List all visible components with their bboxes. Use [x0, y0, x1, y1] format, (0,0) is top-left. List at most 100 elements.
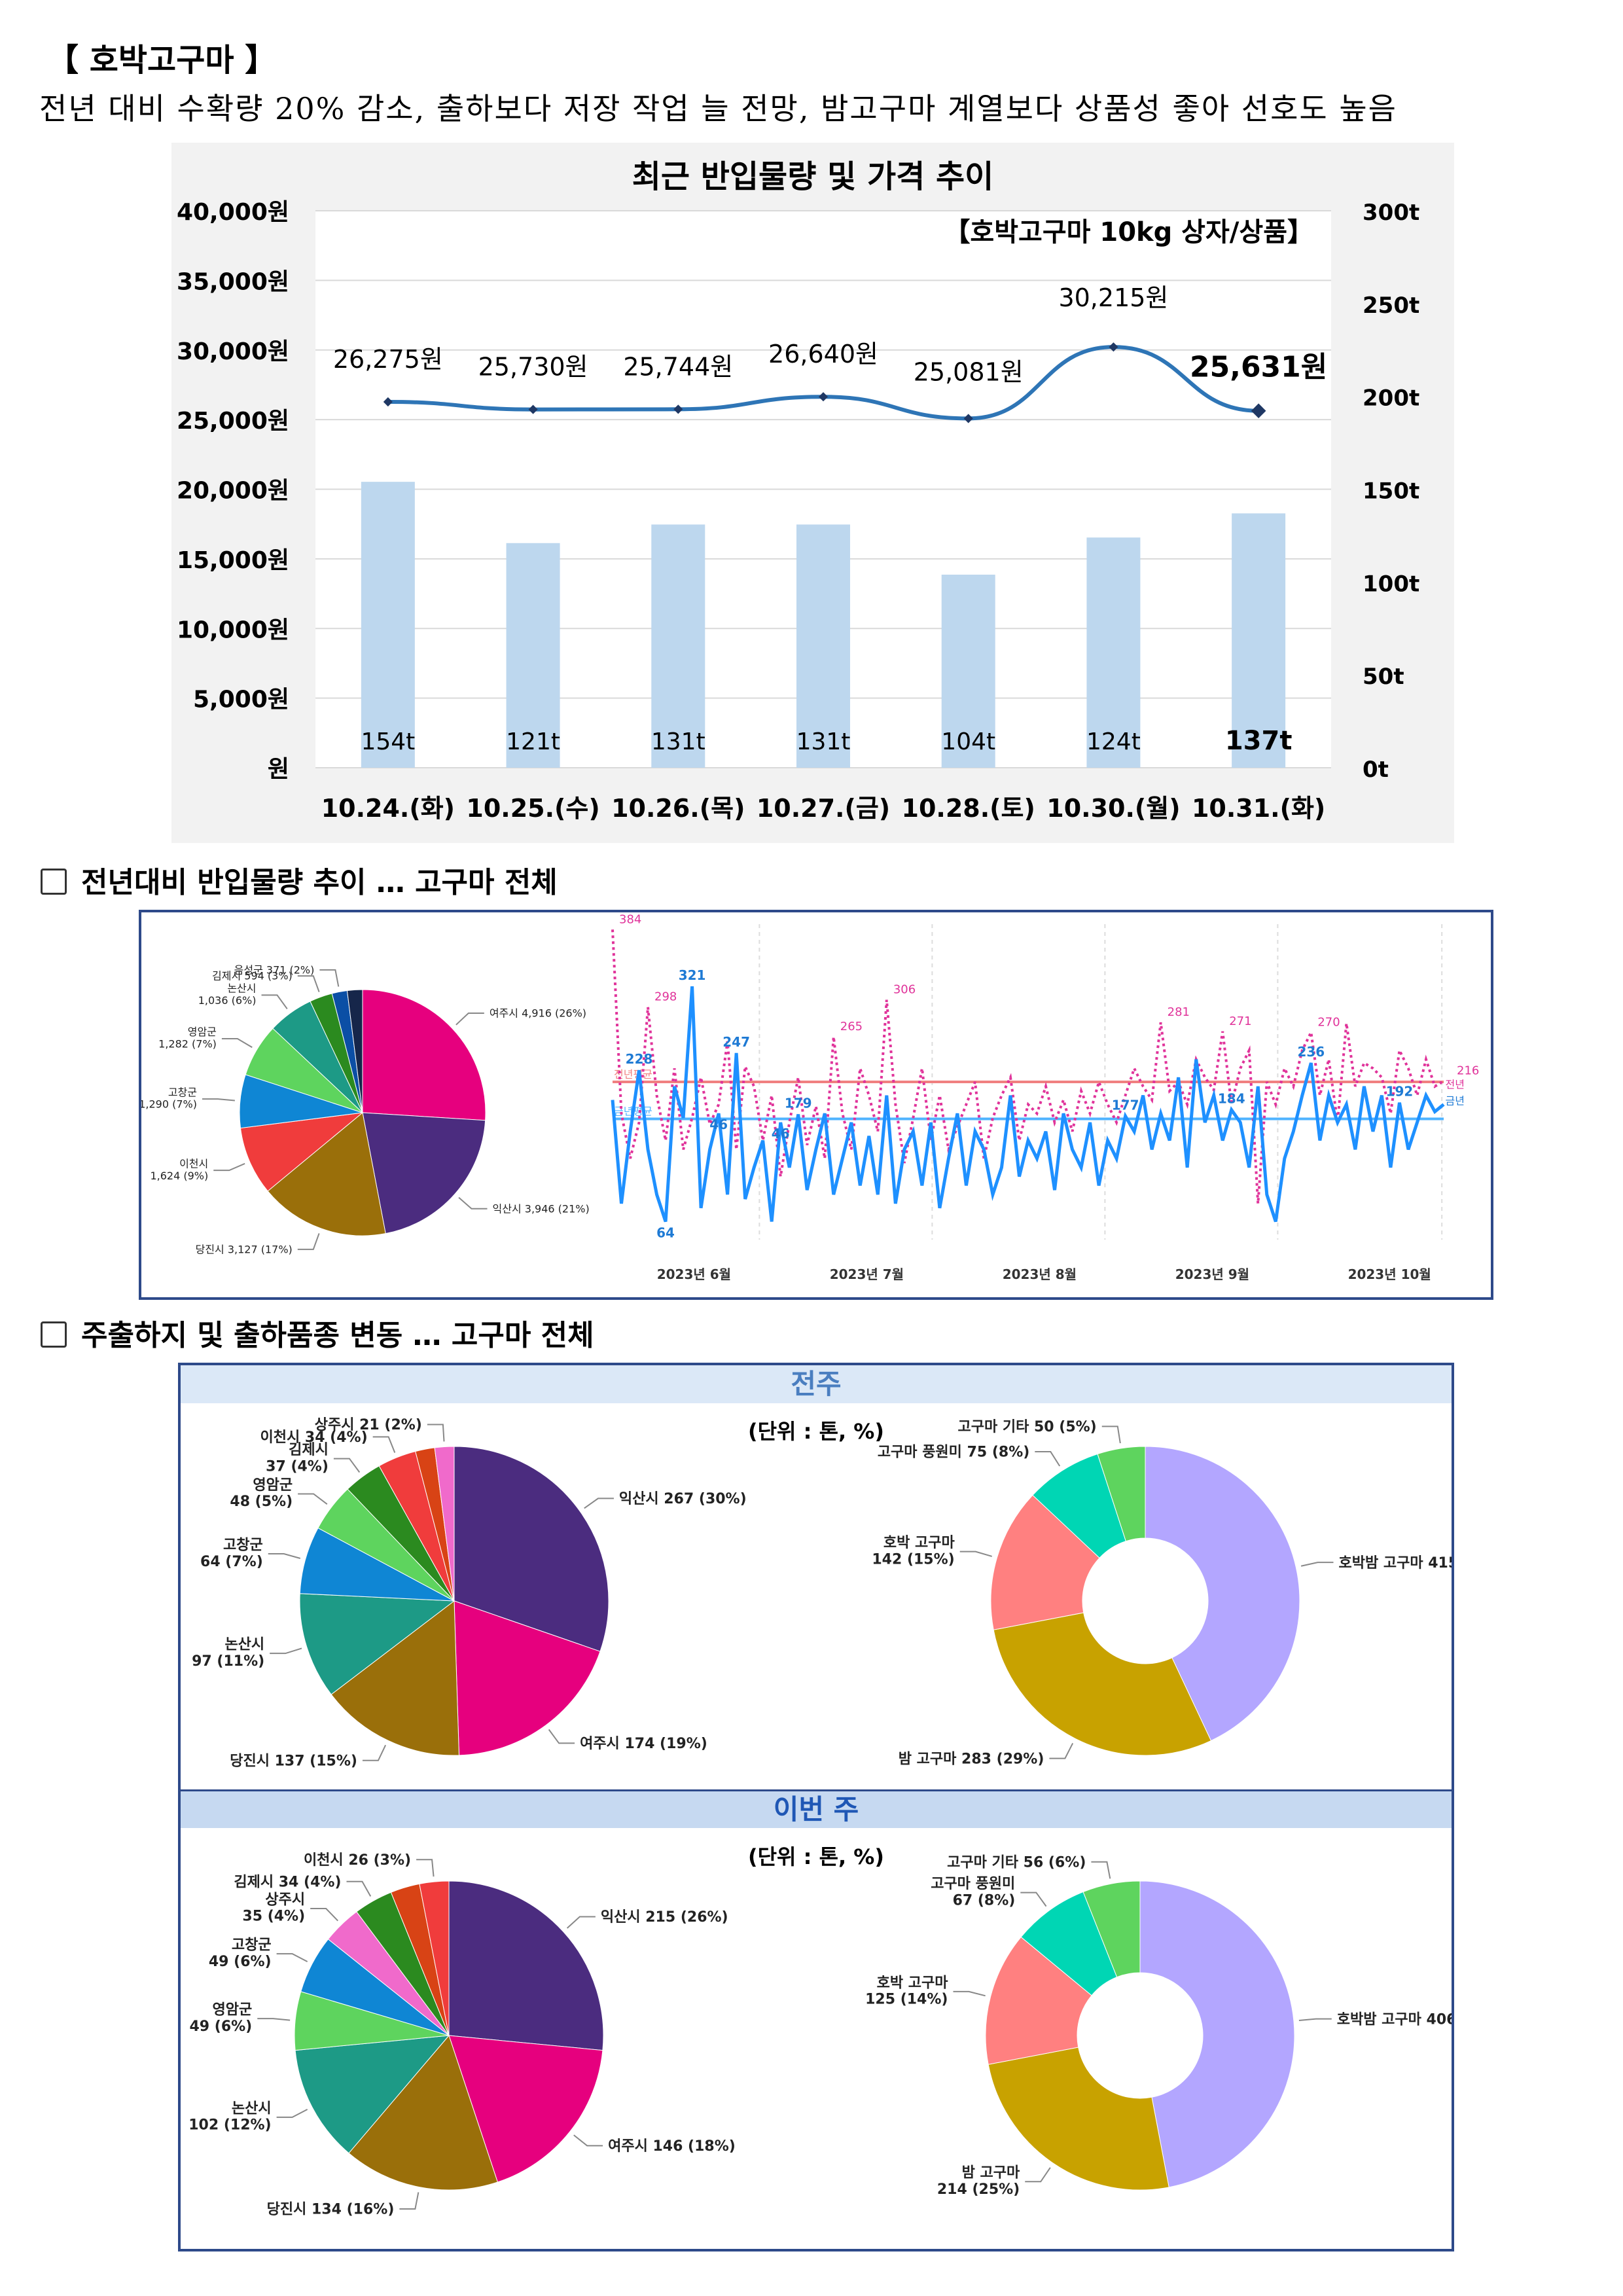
- prev-point-label: 298: [654, 990, 677, 1004]
- leader-line: [310, 1908, 338, 1922]
- pie-label: 논산시 1,036 (6%): [198, 982, 257, 1007]
- yearly-volume-panel: 여주시 4,916 (26%) 익산시 3,946 (21%) 당진시 3,127 …: [139, 910, 1493, 1300]
- curr-point-label: 177: [1112, 1097, 1139, 1113]
- leader-line: [319, 969, 340, 987]
- pie-label: 여주시 174 (19%): [580, 1736, 707, 1752]
- shipment-origin-variety-panel: 전주 이번 주 (단위 : 톤, %) (단위 : 톤, %) 익산시 267 …: [178, 1363, 1454, 2251]
- leader-line: [953, 1990, 986, 1997]
- volume-bar: [941, 574, 995, 768]
- legend-curr: 금년: [1446, 1094, 1465, 1107]
- x-tick-label: 10.28.(토): [902, 794, 1035, 823]
- pie-slice: [1082, 1880, 1141, 1978]
- this-week-unit: (단위 : 톤, %): [747, 1844, 884, 1869]
- pie-label: 고구마 풍원미 75 (8%): [878, 1444, 1030, 1461]
- prev-point-label: 384: [619, 912, 641, 926]
- pie-label: 고창군 49 (6%): [209, 1937, 272, 1970]
- price-label: 30,215원: [1058, 283, 1168, 312]
- pie-slice: [419, 1880, 450, 2036]
- leader-line: [257, 2018, 291, 2021]
- pie-slice: [362, 989, 486, 1121]
- leader-line: [213, 1162, 245, 1172]
- pie-slice: [993, 1612, 1212, 1756]
- pie-slice: [1139, 1880, 1295, 2188]
- y-right-tick-label: 200t: [1363, 386, 1419, 412]
- pie-label: 익산시 267 (30%): [619, 1491, 747, 1507]
- pie-label: 논산시 97 (11%): [192, 1637, 264, 1670]
- price-volume-chart-panel: 최근 반입물량 및 가격 추이 【호박고구마 10kg 상자/상품】 원 5,000원…: [171, 143, 1454, 843]
- pie-label: 상주시 21 (2%): [315, 1417, 422, 1433]
- pie-slice: [362, 1112, 486, 1234]
- y-right-tick-label: 250t: [1363, 293, 1419, 319]
- pie-label: 익산시 215 (26%): [601, 1909, 728, 1926]
- leader-line: [298, 1493, 328, 1505]
- pie-label: 김제시 34 (4%): [234, 1874, 341, 1890]
- leader-line: [362, 1744, 387, 1761]
- bar-label: 154t: [361, 728, 415, 755]
- y-left-tick-label: 25,000원: [177, 408, 289, 435]
- price-label: 25,631원: [1190, 351, 1327, 384]
- curr-point-label: 236: [1297, 1044, 1325, 1060]
- pie-label: 논산시 102 (12%): [188, 2100, 271, 2133]
- leader-line: [221, 1037, 253, 1049]
- volume-bar: [1232, 513, 1286, 768]
- leader-line: [548, 1729, 575, 1744]
- leader-line: [297, 1233, 320, 1250]
- section3-title-text: 주출하지 및 출하품종 변동 … 고구마 전체: [81, 1319, 594, 1352]
- pie-label: 김제시 37 (4%): [266, 1442, 329, 1475]
- leader-line: [261, 994, 288, 1010]
- leader-line: [584, 1498, 614, 1509]
- pie-label: 김제시 594 (3%): [212, 970, 293, 982]
- legend-prev: 전년: [1446, 1079, 1465, 1091]
- leader-line: [416, 1859, 435, 1877]
- y-right-tick-label: 300t: [1363, 200, 1419, 226]
- x-tick-label: 10.26.(목): [611, 794, 745, 823]
- curr-point-label: 184: [1218, 1091, 1245, 1107]
- pie-label: 상주시 35 (4%): [242, 1892, 305, 1924]
- x-tick-label: 2023년 6월: [657, 1266, 731, 1282]
- prev-year-line: [611, 929, 1445, 1204]
- pie-label: 밤 고구마 283 (29%): [899, 1751, 1044, 1767]
- leader-line: [458, 1196, 488, 1210]
- y-left-tick-label: 20,000원: [177, 478, 289, 505]
- volume-bar: [1086, 537, 1141, 768]
- leader-line: [1025, 2167, 1051, 2183]
- prev-point-label: 270: [1317, 1015, 1340, 1029]
- pie-slice: [448, 1880, 604, 2051]
- pie-label: 이천시 1,624 (9%): [150, 1157, 208, 1181]
- price-label: 25,081원: [914, 357, 1024, 386]
- curr-point-label: 228: [626, 1051, 653, 1067]
- leader-line: [399, 2192, 419, 2210]
- leader-line: [455, 1013, 484, 1026]
- shipment-pies: 익산시 267 (30%) 여주시 174 (19%) 당진시 137 (15%) 논…: [188, 1417, 1452, 2217]
- leader-line: [1298, 2018, 1332, 2022]
- curr-point-label: 46: [772, 1126, 790, 1141]
- price-point: [963, 414, 973, 423]
- leader-line: [566, 1916, 596, 1929]
- page-subtitle: 전년 대비 수확량 20% 감소, 출하보다 저장 작업 늘 전망, 밤고구마 …: [39, 91, 1397, 126]
- y-left-tick-label: 15,000원: [177, 547, 289, 574]
- x-tick-label: 2023년 8월: [1003, 1266, 1077, 1282]
- price-point: [1251, 403, 1266, 419]
- y-right-tick-label: 150t: [1363, 478, 1419, 505]
- volume-bar: [506, 543, 560, 768]
- volume-bar: [796, 524, 850, 768]
- leader-line: [1049, 1742, 1074, 1759]
- curr-point-label: 192: [1386, 1084, 1414, 1100]
- y-right-tick-label: 50t: [1363, 664, 1404, 690]
- pie-label: 호박밤 고구마 406 (47%): [1337, 2011, 1452, 2028]
- pie-slice: [330, 1600, 460, 1756]
- chart-title: 최근 반입물량 및 가격 추이: [632, 158, 994, 195]
- y-left-tick-label: 35,000원: [177, 268, 289, 295]
- leader-line: [372, 1436, 396, 1453]
- this-week-header: 이번 주: [181, 1789, 1452, 1828]
- leader-line: [1035, 1451, 1061, 1467]
- leader-line: [1091, 1861, 1111, 1879]
- x-tick-label: 2023년 10월: [1348, 1266, 1431, 1282]
- pie-slice: [299, 1527, 455, 1602]
- prev-point-label: 265: [840, 1020, 863, 1033]
- pie-label: 당진시 137 (15%): [230, 1753, 357, 1769]
- pie-slice: [346, 989, 363, 1113]
- leader-line: [959, 1551, 992, 1557]
- curr-year-line: [611, 986, 1445, 1223]
- pie-slice: [988, 2047, 1169, 2191]
